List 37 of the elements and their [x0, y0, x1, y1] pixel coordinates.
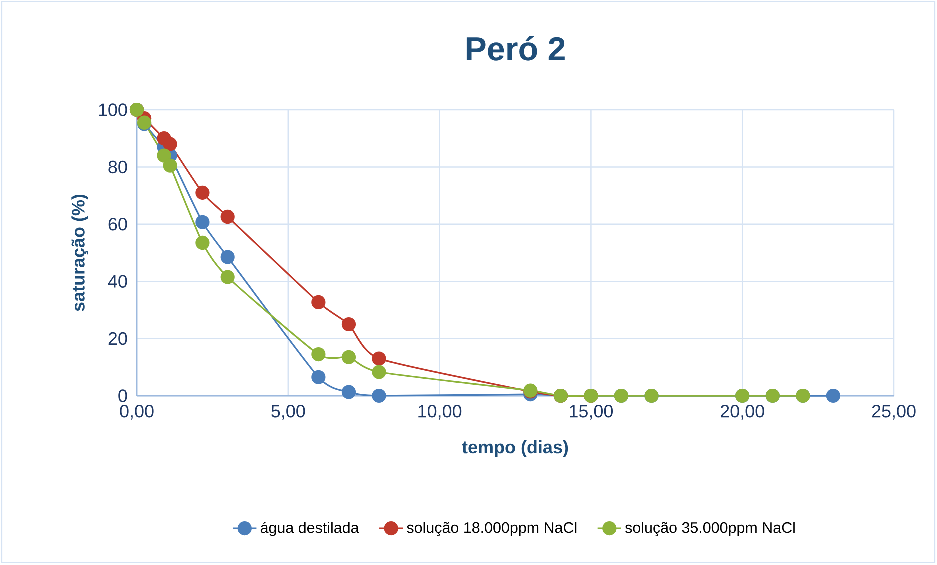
x-tick-label: 5,00 — [272, 405, 306, 420]
x-tick-label: 25,00 — [872, 405, 916, 420]
point — [312, 370, 326, 384]
y-tick-label: 20 — [108, 332, 128, 346]
point — [196, 186, 210, 200]
point — [220, 270, 235, 284]
legend-label: água destilada — [260, 522, 360, 536]
point — [372, 365, 386, 380]
point — [157, 148, 172, 163]
point — [826, 388, 841, 404]
point — [196, 236, 210, 250]
y-tick-label: 40 — [108, 275, 128, 288]
point — [342, 350, 356, 364]
point — [372, 352, 386, 366]
point — [163, 137, 178, 152]
point — [312, 295, 326, 310]
point — [220, 210, 235, 224]
legend-label: solução 18.000ppm NaCl — [407, 522, 577, 536]
point — [163, 158, 178, 173]
point — [312, 347, 326, 362]
x-tick-label: 15,00 — [570, 405, 614, 420]
point — [342, 317, 356, 332]
point — [220, 250, 235, 264]
x-tick-label: 10,00 — [418, 405, 462, 420]
y-tick-label: 100 — [99, 104, 128, 116]
x-axis-title: tempo (dias) — [462, 440, 568, 458]
y-tick-label: 0 — [118, 390, 128, 402]
x-tick-label: 20,00 — [721, 405, 764, 420]
y-tick-label: 60 — [108, 218, 128, 231]
point — [372, 388, 386, 404]
legend-label: solução 35.000ppm NaCl — [626, 522, 795, 536]
y-tick-label: 80 — [108, 160, 128, 174]
point — [342, 385, 356, 400]
y-axis-title: saturação (%) — [72, 194, 88, 312]
chart-title: Peró 2 — [466, 36, 565, 61]
point — [196, 215, 210, 230]
x-tick-label: 0,00 — [120, 405, 154, 420]
